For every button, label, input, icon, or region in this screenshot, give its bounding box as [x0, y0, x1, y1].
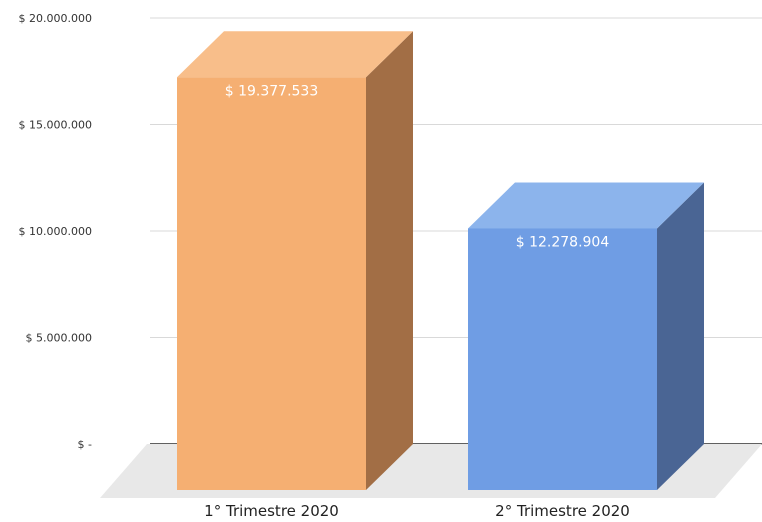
bar-side-face — [657, 182, 704, 490]
x-category-label: 1° Trimestre 2020 — [204, 502, 339, 520]
bar-top-face — [177, 31, 413, 78]
y-tick-label: $ - — [78, 438, 92, 451]
bar-front-face — [468, 228, 657, 490]
y-axis-ticks: $ - $ 5.000.000 $ 10.000.000 $ 15.000.000 $ … — [19, 12, 93, 451]
bar-top-face — [468, 182, 704, 229]
y-tick-label: $ 15.000.000 — [19, 119, 92, 132]
y-tick-label: $ 10.000.000 — [19, 225, 92, 238]
bar-side-face — [366, 31, 413, 491]
y-tick-label: $ 20.000.000 — [19, 12, 92, 25]
bar-front-face — [177, 77, 366, 490]
bar-2: $ 12.278.904 — [468, 182, 704, 490]
bars: $ 19.377.533 $ 12.278.904 — [177, 31, 704, 491]
bar-1: $ 19.377.533 — [177, 31, 413, 491]
bar-data-label: $ 19.377.533 — [225, 83, 319, 99]
bar-data-label: $ 12.278.904 — [516, 234, 610, 250]
x-category-label: 2° Trimestre 2020 — [495, 502, 630, 520]
y-tick-label: $ 5.000.000 — [26, 332, 92, 345]
x-axis-categories: 1° Trimestre 2020 2° Trimestre 2020 — [204, 502, 630, 520]
